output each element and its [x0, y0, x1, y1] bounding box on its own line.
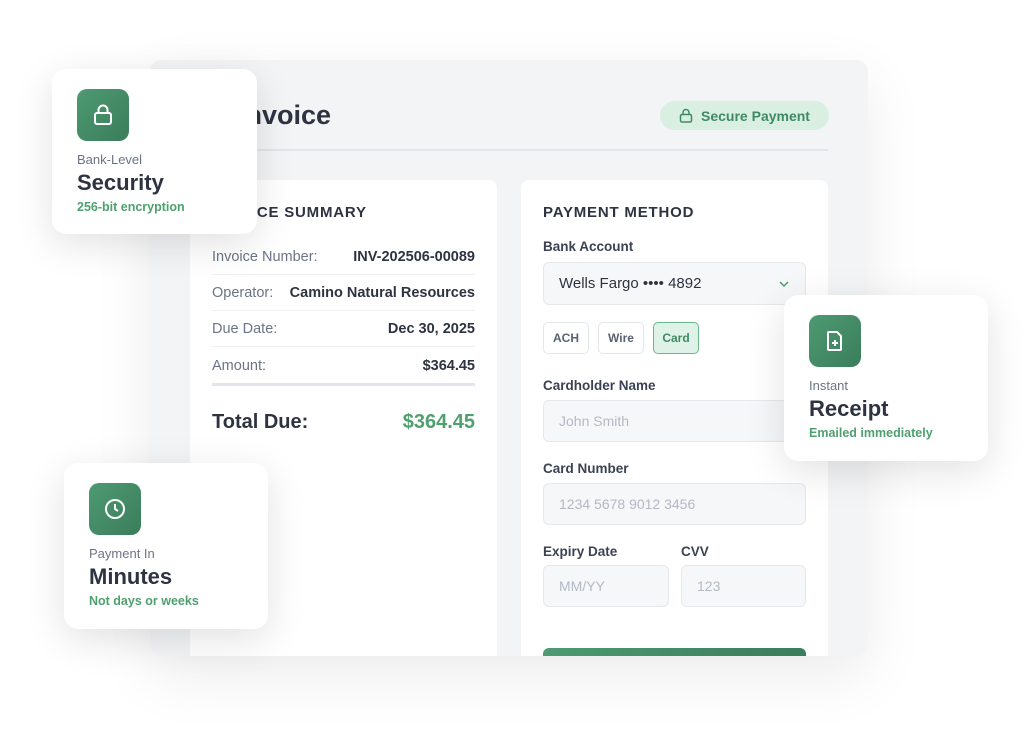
summary-row: Invoice Number: INV-202506-00089: [212, 239, 475, 275]
cvv-input[interactable]: 123: [681, 565, 806, 607]
summary-row: Due Date: Dec 30, 2025: [212, 311, 475, 347]
method-ach-button[interactable]: ACH: [543, 322, 589, 354]
file-plus-icon: [809, 315, 861, 367]
row-value: $364.45: [422, 357, 475, 374]
feature-note: Not days or weeks: [89, 594, 199, 608]
row-label: Invoice Number:: [212, 248, 318, 265]
lock-icon: [77, 89, 129, 141]
card-number-label: Card Number: [543, 461, 629, 476]
total-row: Total Due: $364.45: [212, 406, 475, 438]
method-wire-button[interactable]: Wire: [598, 322, 644, 354]
feature-note: Emailed immediately: [809, 426, 933, 440]
feature-sub: Bank-Level: [77, 152, 143, 167]
chevron-down-icon: [779, 280, 789, 287]
cardholder-input[interactable]: John Smith: [543, 400, 806, 442]
total-value: $364.45: [402, 410, 475, 433]
row-value: Dec 30, 2025: [387, 320, 475, 337]
row-value: Camino Natural Resources: [289, 284, 475, 301]
row-label: Due Date:: [212, 320, 278, 337]
feature-main: Receipt: [809, 396, 889, 421]
expiry-input[interactable]: MM/YY: [543, 565, 669, 607]
payment-method-card: PAYMENT METHOD Bank Account Wells Fargo …: [521, 180, 828, 656]
feature-sub: Payment In: [89, 546, 155, 561]
secure-payment-badge: Secure Payment: [660, 101, 829, 130]
method-card-button[interactable]: Card: [653, 322, 699, 354]
secure-badge-label: Secure Payment: [701, 107, 810, 124]
clock-icon: [89, 483, 141, 535]
invoice-panel: Invoice Secure Payment INVOICE SUMMARY I…: [150, 60, 868, 656]
receipt-feature-card: Instant Receipt Emailed immediately: [784, 295, 988, 461]
divider: [238, 149, 828, 151]
cvv-label: CVV: [681, 544, 709, 559]
feature-main: Security: [77, 170, 164, 195]
lock-icon: [679, 108, 693, 123]
speed-feature-card: Payment In Minutes Not days or weeks: [64, 463, 268, 629]
row-label: Operator:: [212, 284, 274, 301]
security-feature-card: Bank-Level Security 256-bit encryption: [52, 69, 257, 234]
feature-main: Minutes: [89, 564, 173, 589]
payment-title: PAYMENT METHOD: [543, 204, 695, 221]
bank-account-value: Wells Fargo •••• 4892: [559, 275, 702, 292]
expiry-label: Expiry Date: [543, 544, 618, 559]
pay-button[interactable]: [543, 648, 806, 656]
row-label: Amount:: [212, 357, 266, 374]
bank-account-label: Bank Account: [543, 239, 634, 254]
summary-row: Operator: Camino Natural Resources: [212, 275, 475, 311]
feature-sub: Instant: [809, 378, 849, 393]
row-value: INV-202506-00089: [353, 248, 475, 265]
total-label: Total Due:: [212, 410, 309, 433]
bank-account-select[interactable]: Wells Fargo •••• 4892: [543, 262, 806, 305]
card-number-input[interactable]: 1234 5678 9012 3456: [543, 483, 806, 525]
feature-note: 256-bit encryption: [77, 200, 185, 214]
summary-row: Amount: $364.45: [212, 348, 475, 386]
cardholder-label: Cardholder Name: [543, 378, 656, 393]
